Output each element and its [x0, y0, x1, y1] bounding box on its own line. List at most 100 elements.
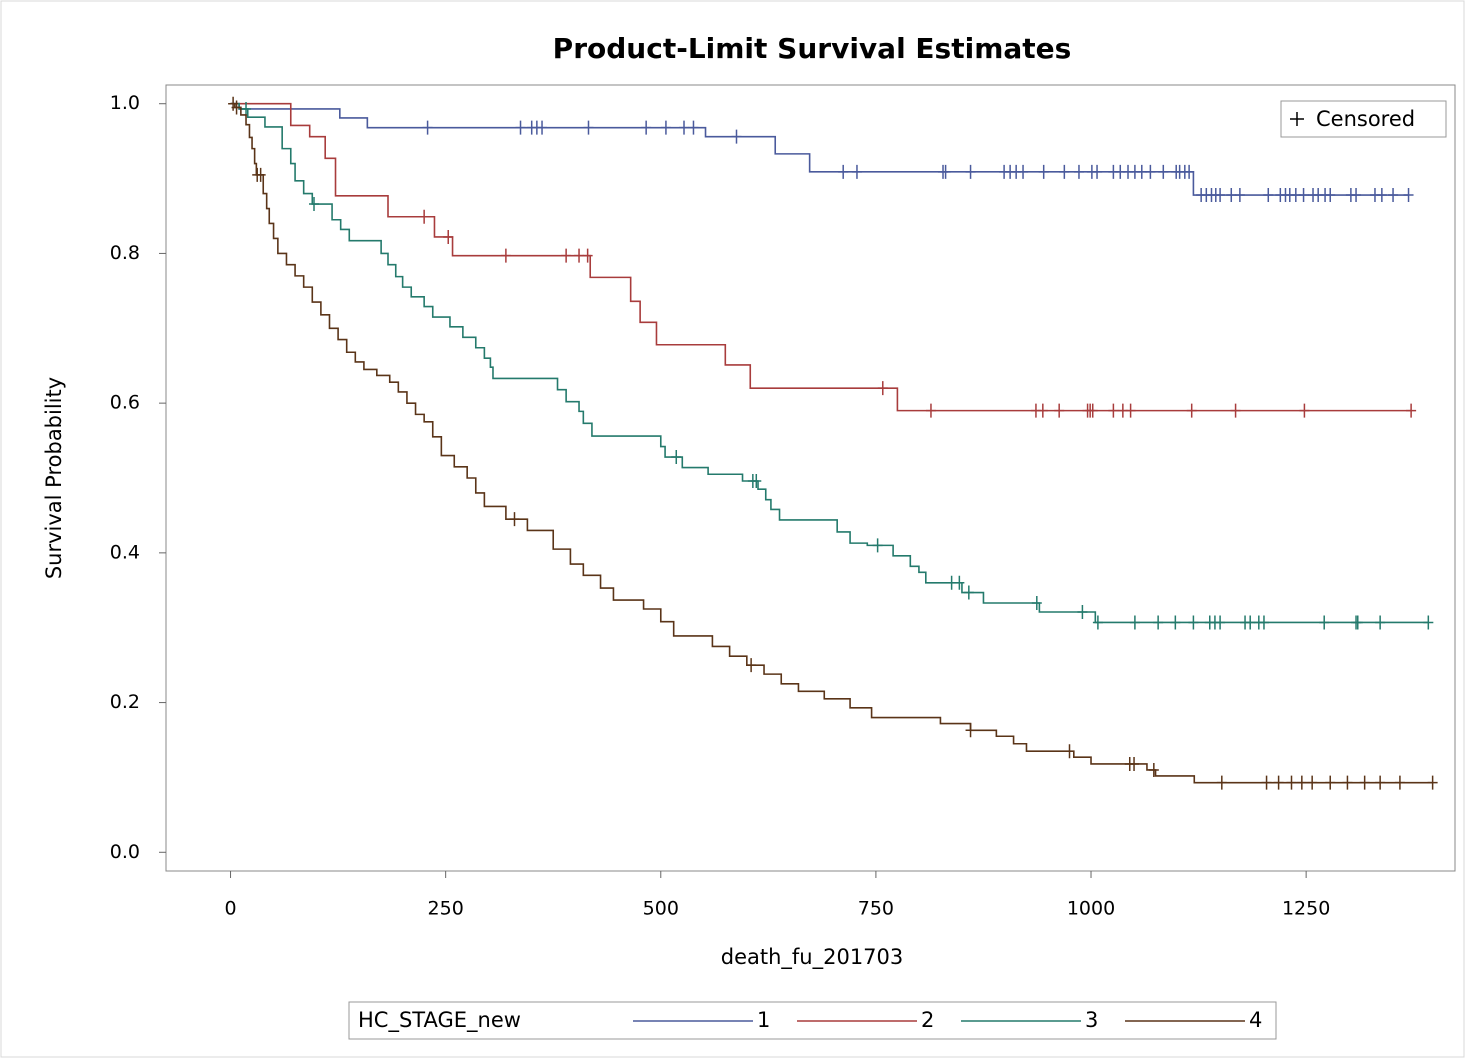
censor-mark: [1215, 615, 1226, 630]
censor-mark: [1064, 744, 1075, 759]
censor-mark: [731, 129, 742, 144]
censor-mark: [1427, 775, 1438, 790]
censor-mark: [1299, 403, 1310, 418]
censor-mark: [422, 120, 433, 135]
censor-mark: [1108, 403, 1119, 418]
censor-mark: [660, 120, 671, 135]
y-tick-label: 0.4: [110, 541, 140, 563]
x-tick-label: 1000: [1067, 898, 1115, 920]
x-tick-label: 250: [428, 898, 464, 920]
censor-mark: [574, 248, 585, 263]
censor-mark: [1406, 403, 1417, 418]
censor-mark: [1263, 188, 1274, 203]
censor-mark: [925, 403, 936, 418]
legend-label: 2: [921, 1008, 934, 1032]
censor-mark: [1296, 775, 1307, 790]
x-tick-label: 1250: [1282, 898, 1330, 920]
censor-mark: [671, 450, 682, 465]
censor-mark: [1170, 615, 1181, 630]
censor-mark: [940, 164, 951, 179]
censor-mark: [1073, 164, 1084, 179]
censor-mark: [751, 473, 762, 488]
y-tick-label: 0.6: [110, 392, 140, 414]
censor-mark: [1342, 775, 1353, 790]
y-tick-label: 0.0: [110, 841, 140, 863]
censor-mark: [1148, 762, 1159, 777]
censor-mark: [679, 120, 690, 135]
censor-mark: [965, 164, 976, 179]
censor-mark: [877, 381, 888, 396]
censor-mark: [1359, 775, 1370, 790]
censor-mark: [582, 248, 593, 263]
censored-symbol: [1290, 112, 1304, 126]
y-axis-label: Survival Probability: [42, 377, 66, 579]
censor-mark: [1307, 775, 1318, 790]
x-tick-label: 750: [858, 898, 894, 920]
censor-mark: [1188, 615, 1199, 630]
censor-mark: [1394, 775, 1405, 790]
censor-mark: [1376, 188, 1387, 203]
y-tick-label: 0.8: [110, 242, 140, 264]
censor-mark: [1158, 164, 1169, 179]
x-axis-label: death_fu_201703: [721, 945, 904, 970]
censor-mark: [515, 120, 526, 135]
censor-mark: [1129, 615, 1140, 630]
censor-mark: [1087, 403, 1098, 418]
censor-mark: [1145, 164, 1156, 179]
censor-mark: [1054, 403, 1065, 418]
censor-mark: [1038, 164, 1049, 179]
censor-mark: [1136, 164, 1147, 179]
censor-mark: [1298, 188, 1309, 203]
censor-mark: [1261, 775, 1272, 790]
censor-mark: [1216, 775, 1227, 790]
censor-mark: [1258, 615, 1269, 630]
censor-mark: [1092, 615, 1103, 630]
censor-mark: [500, 248, 511, 263]
plot-frame: [165, 84, 1456, 872]
censor-mark: [1351, 188, 1362, 203]
censor-mark: [688, 120, 699, 135]
censored-legend: [1280, 100, 1447, 138]
censor-mark: [1184, 164, 1195, 179]
censor-mark: [851, 164, 862, 179]
censor-mark: [1186, 403, 1197, 418]
censor-mark: [1325, 775, 1336, 790]
censor-mark: [1092, 164, 1103, 179]
censor-mark: [1325, 188, 1336, 203]
censor-mark: [231, 100, 242, 115]
censor-mark: [509, 512, 520, 527]
survival-line: [230, 102, 1433, 784]
censor-mark: [1388, 188, 1399, 203]
censor-mark: [746, 658, 757, 673]
censor-mark: [443, 229, 454, 244]
censor-mark: [309, 197, 320, 212]
censor-mark: [1077, 604, 1088, 619]
legend-title: HC_STAGE_new: [358, 1008, 521, 1033]
censor-mark: [1423, 615, 1434, 630]
censor-mark: [963, 585, 974, 600]
censor-mark: [1031, 596, 1042, 611]
y-tick-label: 1.0: [110, 92, 140, 114]
censor-mark: [1319, 615, 1330, 630]
y-tick-label: 0.2: [110, 691, 140, 713]
censor-mark: [1245, 615, 1256, 630]
censored-legend-label: Censored: [1316, 107, 1415, 131]
censor-mark: [872, 538, 883, 553]
censor-mark: [1129, 756, 1140, 771]
censor-mark: [1230, 403, 1241, 418]
censor-mark: [561, 248, 572, 263]
censor-mark: [641, 120, 652, 135]
legend-label: 1: [757, 1008, 770, 1032]
censor-mark: [954, 575, 965, 590]
chart-title: Product-Limit Survival Estimates: [553, 32, 1072, 65]
censor-mark: [1375, 615, 1386, 630]
censor-mark: [1037, 403, 1048, 418]
censor-mark: [1059, 164, 1070, 179]
censor-mark: [1273, 775, 1284, 790]
censor-mark: [1375, 775, 1386, 790]
censor-mark: [255, 167, 266, 182]
x-tick-label: 500: [643, 898, 679, 920]
censor-mark: [583, 120, 594, 135]
x-tick-label: 0: [224, 898, 236, 920]
